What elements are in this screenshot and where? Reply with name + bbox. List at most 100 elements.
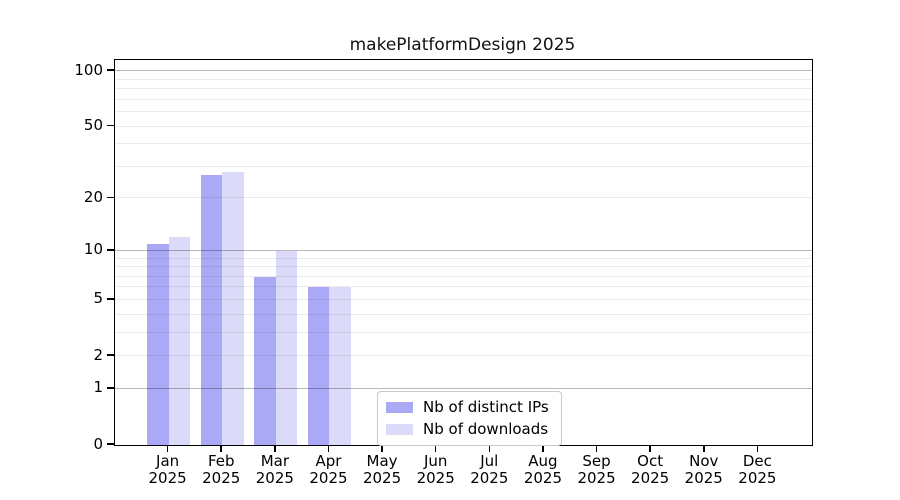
x-tick-label-apr: Apr 2025 — [293, 453, 363, 487]
x-tick-month: Dec — [742, 452, 772, 470]
x-tick-month: Aug — [528, 452, 558, 470]
gridline-minor-7 — [115, 275, 812, 277]
gridline-minor-2 — [115, 355, 812, 357]
x-tick-year: 2025 — [202, 469, 241, 487]
x-tick-label-aug: Aug 2025 — [508, 453, 578, 487]
x-tick-month: Apr — [315, 452, 342, 470]
x-tick-mark-jan — [166, 445, 169, 453]
x-tick-label-jun: Jun 2025 — [401, 453, 471, 487]
x-tick-month: Oct — [637, 452, 664, 470]
legend: Nb of distinct IPs Nb of downloads — [377, 391, 562, 446]
y-tick-label-1: 1 — [93, 378, 103, 397]
bar-mar-distinct-ips — [254, 276, 276, 445]
legend-swatch-distinct-ips-icon — [386, 402, 413, 413]
x-tick-label-mar: Mar 2025 — [240, 453, 310, 487]
gridline-minor-5 — [115, 298, 812, 300]
x-tick-mark-jul — [488, 445, 491, 453]
gridline-major-100 — [115, 70, 812, 72]
bar-feb-downloads — [222, 172, 244, 445]
y-tick-mark-5 — [107, 298, 114, 300]
x-tick-mark-aug — [542, 445, 544, 453]
legend-item-downloads: Nb of downloads — [386, 421, 549, 438]
gridline-major-10 — [115, 249, 812, 251]
x-tick-mark-jun — [434, 445, 437, 453]
y-tick-mark-0 — [107, 443, 114, 445]
x-tick-month: Jul — [480, 452, 499, 470]
y-tick-label-10: 10 — [83, 240, 103, 259]
x-tick-month: Mar — [260, 452, 289, 470]
x-tick-year: 2025 — [416, 469, 455, 487]
gridline-minor-8 — [115, 266, 812, 268]
bar-apr-distinct-ips — [308, 287, 330, 445]
x-tick-year: 2025 — [470, 469, 509, 487]
x-tick-month: Sep — [582, 452, 611, 470]
legend-label-distinct-ips: Nb of distinct IPs — [423, 398, 549, 416]
gridline-minor-6 — [115, 286, 812, 288]
x-tick-mark-oct — [649, 445, 651, 453]
bar-jan-distinct-ips — [147, 243, 169, 445]
gridline-minor-90 — [115, 78, 812, 80]
gridline-minor-9 — [115, 257, 812, 259]
gridline-minor-4 — [115, 313, 812, 315]
x-tick-year: 2025 — [738, 469, 777, 487]
y-tick-label-5: 5 — [93, 289, 103, 308]
y-tick-label-0: 0 — [93, 434, 103, 453]
gridline-minor-30 — [115, 165, 812, 167]
x-tick-label-dec: Dec 2025 — [722, 453, 792, 487]
legend-item-distinct-ips: Nb of distinct IPs — [386, 399, 549, 416]
y-tick-label-100: 100 — [74, 60, 103, 79]
x-tick-month: Feb — [207, 452, 235, 470]
y-tick-mark-20 — [107, 196, 114, 199]
y-tick-mark-10 — [107, 249, 114, 251]
bar-apr-downloads — [329, 287, 351, 445]
bar-mar-downloads — [275, 250, 298, 445]
x-tick-label-jan: Jan 2025 — [133, 453, 203, 487]
y-tick-label-50: 50 — [83, 116, 103, 135]
x-tick-mark-mar — [274, 445, 276, 453]
x-tick-label-may: May 2025 — [347, 453, 417, 487]
gridline-minor-3 — [115, 331, 812, 333]
x-tick-label-jul: Jul 2025 — [454, 453, 524, 487]
x-tick-month: Jun — [423, 452, 448, 470]
x-tick-year: 2025 — [523, 469, 563, 487]
x-tick-label-oct: Oct 2025 — [615, 453, 685, 487]
gridline-minor-70 — [115, 98, 812, 100]
plot-area — [114, 59, 813, 446]
x-tick-label-sep: Sep 2025 — [562, 453, 632, 487]
bar-feb-distinct-ips — [200, 175, 223, 445]
gridline-major-1 — [115, 387, 812, 389]
gridline-minor-80 — [115, 88, 812, 90]
x-tick-label-nov: Nov 2025 — [669, 453, 739, 487]
x-tick-year: 2025 — [631, 469, 670, 487]
x-tick-year: 2025 — [362, 469, 402, 487]
y-tick-mark-1 — [107, 387, 114, 389]
gridline-minor-50 — [115, 125, 812, 127]
y-tick-mark-2 — [107, 354, 114, 356]
x-tick-year: 2025 — [148, 469, 187, 487]
bar-jan-downloads — [168, 237, 191, 445]
y-tick-mark-50 — [107, 124, 114, 127]
y-tick-mark-100 — [107, 69, 114, 71]
chart-title: makePlatformDesign 2025 — [349, 35, 576, 55]
x-tick-month: Nov — [689, 452, 719, 470]
y-tick-label-2: 2 — [93, 345, 103, 364]
x-tick-mark-nov — [703, 445, 705, 453]
x-tick-year: 2025 — [255, 469, 294, 487]
gridline-minor-60 — [115, 111, 812, 113]
x-tick-year: 2025 — [577, 469, 616, 487]
x-tick-year: 2025 — [684, 469, 723, 487]
x-tick-mark-feb — [220, 445, 222, 453]
legend-label-downloads: Nb of downloads — [423, 420, 549, 438]
x-tick-mark-may — [381, 445, 383, 453]
y-tick-label-20: 20 — [83, 187, 103, 206]
x-tick-mark-sep — [595, 445, 598, 453]
x-tick-label-feb: Feb 2025 — [186, 453, 256, 487]
x-tick-month: Jan — [156, 452, 180, 470]
x-tick-mark-dec — [756, 445, 759, 453]
x-tick-year: 2025 — [309, 469, 348, 487]
x-tick-month: May — [366, 452, 398, 470]
gridline-minor-40 — [115, 143, 812, 145]
gridline-minor-20 — [115, 197, 812, 199]
x-tick-mark-apr — [327, 445, 330, 453]
